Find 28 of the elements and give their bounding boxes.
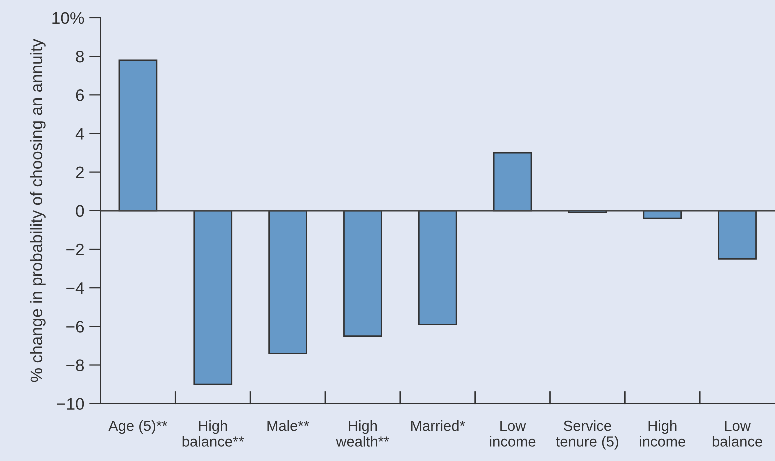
- y-axis-title: % change in probability of choosing an annuity: [30, 39, 46, 382]
- y-tick-label: −10: [57, 398, 84, 410]
- y-tick-label: −6: [66, 321, 84, 333]
- y-tick-label: 4: [76, 128, 84, 140]
- y-tick-label: 6: [76, 90, 84, 102]
- y-tick-label: −2: [66, 244, 84, 256]
- bar: [268, 210, 308, 354]
- x-tick-label: High wealth**: [336, 420, 390, 447]
- bar: [344, 210, 382, 338]
- x-tick-label: Age (5)**: [108, 420, 168, 434]
- x-tick-label: Male**: [268, 420, 310, 432]
- bar: [118, 60, 158, 212]
- y-tick-label: 8: [76, 50, 84, 63]
- x-tick-label: Low balance: [712, 421, 762, 447]
- x-tick-label: Low income: [490, 421, 536, 447]
- x-tick-label: High income: [640, 420, 686, 447]
- bar: [718, 210, 757, 260]
- x-tick-label: Married*: [412, 420, 466, 432]
- y-tick-label: −4: [66, 282, 84, 294]
- bar: [194, 210, 233, 386]
- x-tick-label: Service tenure (5): [556, 420, 618, 450]
- bar: [493, 152, 532, 212]
- y-tick-label: 2: [76, 166, 84, 178]
- y-tick-label: 10%: [52, 12, 84, 24]
- y-tick-label: 0: [76, 205, 84, 218]
- y-tick-label: −8: [66, 360, 84, 372]
- x-tick-label: High balance**: [182, 420, 244, 447]
- bar: [418, 210, 458, 326]
